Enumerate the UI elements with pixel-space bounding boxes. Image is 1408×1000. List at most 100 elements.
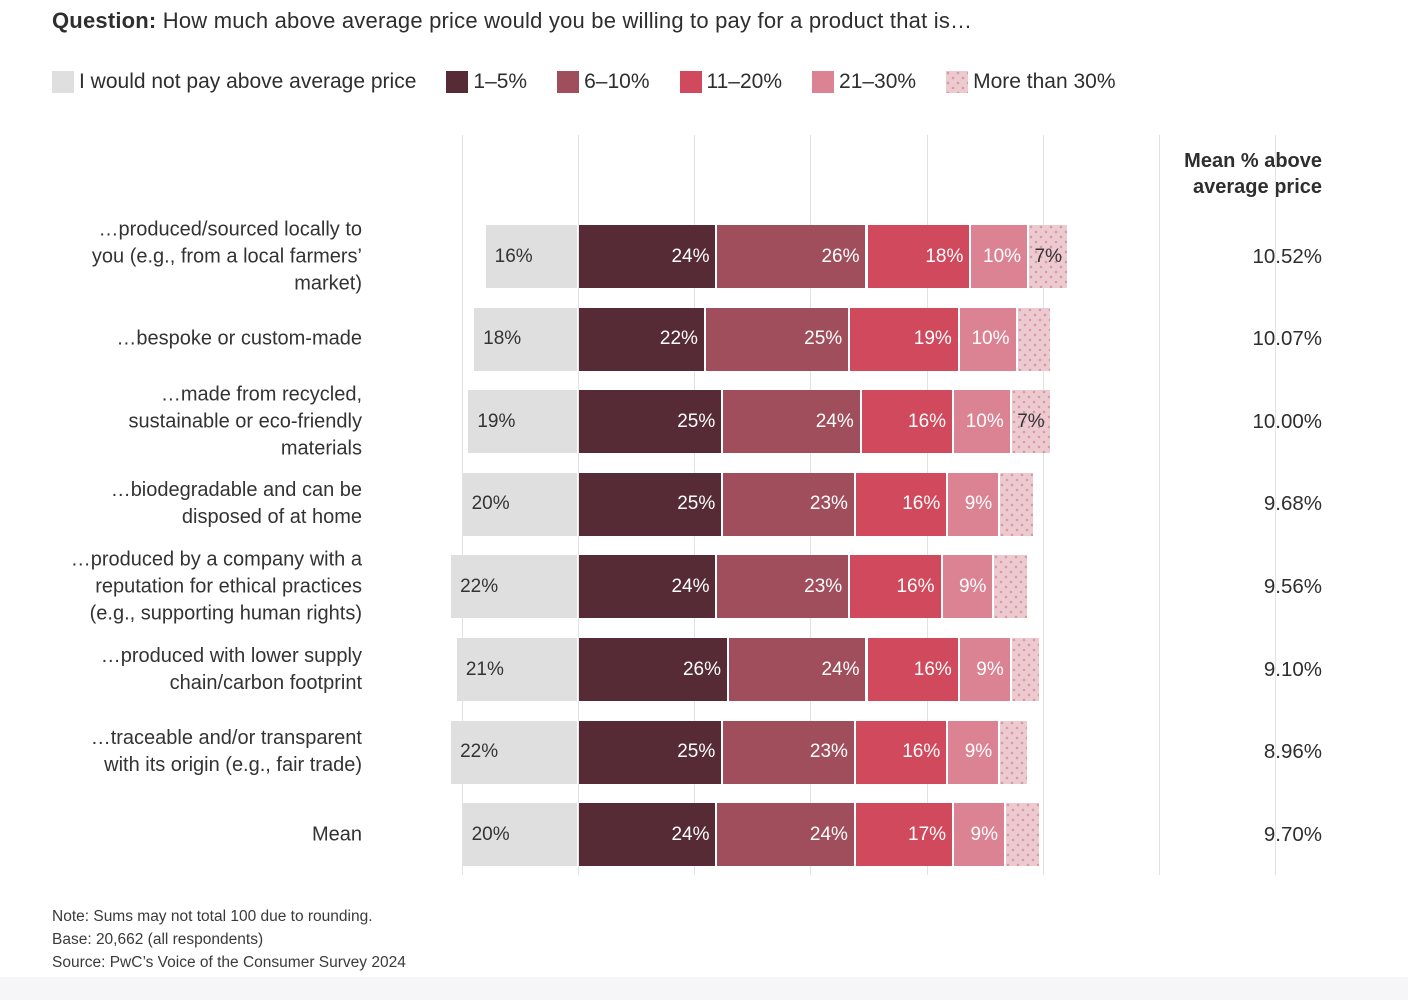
category-label: …produced/sourced locally to you (e.g., … — [91, 218, 362, 294]
segment-30-plus — [1000, 720, 1028, 784]
bar-row: 19% 25% 24% 16% 10% 7% — [462, 390, 1275, 454]
segment-30-plus — [1000, 472, 1033, 536]
segment-6-10: 24% — [729, 638, 866, 701]
bar-value-label: 23% — [809, 493, 848, 515]
mean-value: 9.70% — [1263, 822, 1322, 846]
category-label: …bespoke or custom-made — [116, 327, 362, 350]
legend-item: 6–10% — [557, 70, 650, 94]
segment-1-5: 25% — [579, 720, 722, 784]
legend-label: 1–5% — [473, 70, 528, 93]
legend-item: I would not pay above average price — [52, 70, 416, 94]
segment-11-20: 16% — [850, 555, 941, 619]
swatch-1-5 — [446, 71, 469, 93]
segment-30-plus — [1005, 803, 1039, 867]
question-label: Question: — [52, 8, 157, 33]
gridline — [578, 135, 580, 875]
segment-6-10: 24% — [717, 803, 854, 867]
bar-value-label: 25% — [677, 741, 716, 763]
segment-no-pay: 21% — [456, 638, 577, 701]
legend-item: 21–30% — [812, 70, 916, 94]
segment-21-30: 10% — [971, 225, 1028, 288]
segment-6-10: 23% — [717, 555, 849, 619]
bar-value-label: 9% — [958, 575, 987, 597]
mean-value: 10.52% — [1252, 244, 1322, 268]
category-label: Mean — [311, 823, 362, 846]
bar-value-label: 19% — [913, 328, 952, 350]
bar-value-label: 25% — [677, 410, 716, 432]
bar-value-label: 18% — [483, 328, 522, 350]
bar-value-label: 22% — [659, 328, 698, 350]
segment-1-5: 26% — [579, 638, 728, 701]
chart-title: Question: How much above average price w… — [52, 8, 972, 34]
mean-value: 8.96% — [1263, 740, 1322, 764]
question-text: How much above average price would you b… — [162, 8, 973, 33]
plot-area: 16% 24% 26% 18% 10% 7% 18% 22% 25% 19% 10% 19% 25% 24… — [451, 135, 1276, 875]
legend-item: 1–5% — [446, 70, 527, 94]
bar-value-label: 23% — [804, 575, 843, 597]
bar-value-label: 7% — [1034, 245, 1062, 267]
segment-21-30: 9% — [954, 803, 1004, 867]
mean-value: 9.68% — [1263, 492, 1322, 516]
mean-value: 9.56% — [1263, 574, 1322, 598]
gridline — [1158, 135, 1160, 875]
segment-1-5: 24% — [579, 225, 716, 288]
category-label: …made from recycled, sustainable or eco-… — [128, 383, 362, 460]
bar-value-label: 24% — [821, 658, 860, 680]
bar-value-label: 9% — [970, 823, 998, 845]
bar-value-label: 16% — [902, 741, 941, 763]
segment-21-30: 10% — [959, 307, 1016, 371]
segment-6-10: 24% — [723, 390, 860, 454]
gridline — [462, 135, 463, 875]
bar-value-label: 26% — [821, 245, 860, 267]
bar-row: 18% 22% 25% 19% 10% — [462, 307, 1275, 371]
segment-11-20: 16% — [855, 472, 947, 536]
bar-row: 20% 24% 24% 17% 9% — [462, 803, 1275, 867]
gridline — [1274, 135, 1276, 875]
footnote-line: Base: 20,662 (all respondents) — [52, 931, 264, 948]
swatch-30-plus — [946, 71, 969, 93]
segment-no-pay: 22% — [451, 555, 577, 619]
bottom-strip — [0, 977, 1408, 1000]
segment-11-20: 19% — [850, 307, 958, 371]
mean-column-header: Mean % above average price — [1184, 150, 1322, 198]
segment-no-pay: 20% — [462, 472, 577, 536]
segment-1-5: 24% — [579, 555, 716, 619]
segment-6-10: 23% — [723, 472, 854, 536]
mean-value: 10.00% — [1252, 409, 1322, 433]
bar-value-label: 16% — [896, 575, 935, 597]
bar-row: 22% 24% 23% 16% 9% — [451, 555, 1275, 619]
category-label: …traceable and/or transparent with its o… — [90, 727, 362, 777]
segment-21-30: 10% — [954, 390, 1010, 454]
legend-label: More than 30% — [973, 70, 1116, 93]
segment-30-plus: 7% — [1011, 390, 1051, 454]
swatch-6-10 — [557, 71, 580, 93]
mean-value: 10.07% — [1252, 327, 1322, 351]
bar-row: 20% 25% 23% 16% 9% — [462, 472, 1275, 536]
segment-11-20: 16% — [867, 638, 958, 701]
bar-value-label: 10% — [965, 410, 1004, 432]
bar-value-label: 25% — [677, 493, 716, 515]
bar-value-label: 20% — [471, 493, 510, 515]
bar-value-label: 10% — [983, 245, 1022, 267]
bar-value-label: 16% — [494, 245, 533, 267]
segment-no-pay: 19% — [468, 390, 577, 454]
bar-value-label: 19% — [477, 410, 516, 432]
bar-value-label: 24% — [815, 410, 854, 432]
segment-1-5: 25% — [579, 390, 722, 454]
category-label: …biodegradable and can be disposed of at… — [110, 479, 362, 529]
footnotes: Note: Sums may not total 100 due to roun… — [52, 905, 406, 974]
bar-value-label: 22% — [460, 741, 499, 763]
segment-30-plus — [994, 555, 1028, 619]
bar-value-label: 24% — [671, 245, 710, 267]
gridline — [1042, 135, 1044, 875]
segment-11-20: 16% — [855, 720, 947, 784]
segment-6-10: 26% — [717, 225, 866, 288]
bar-value-label: 10% — [971, 328, 1010, 350]
bar-value-label: 23% — [809, 741, 848, 763]
swatch-11-20 — [679, 71, 702, 93]
segment-no-pay: 22% — [451, 720, 577, 784]
bar-value-label: 21% — [465, 658, 504, 680]
bar-value-label: 22% — [460, 575, 499, 597]
bar-value-label: 17% — [908, 823, 947, 845]
bar-value-label: 24% — [809, 823, 848, 845]
